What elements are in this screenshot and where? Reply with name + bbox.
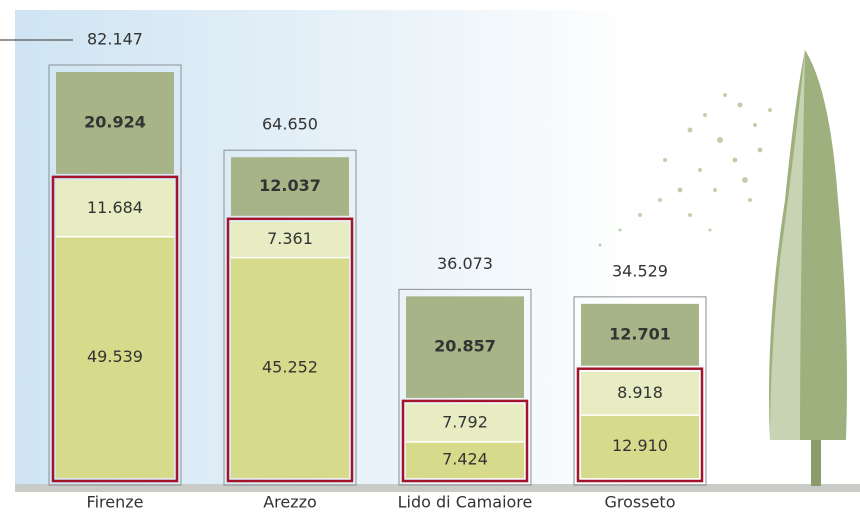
value-label: 11.684 [87,198,143,217]
value-label: 8.918 [617,383,663,402]
value-label: 49.539 [87,347,143,366]
total-label: 34.529 [612,261,668,280]
x-tick-label: Firenze [87,493,144,512]
chart: 49.539 11.684 20.924 82.147 Firenze 45.252 7.3… [0,0,860,512]
x-tick-label: Arezzo [263,493,317,512]
value-label: 7.792 [442,412,488,431]
value-label: 45.252 [262,357,318,376]
total-label: 82.147 [87,30,143,49]
value-label: 20.857 [434,337,496,356]
x-tick-label: Grosseto [605,493,676,512]
value-label: 12.701 [609,324,671,343]
total-label: 64.650 [262,115,318,134]
total-label: 36.073 [437,254,493,273]
value-label: 7.424 [442,449,488,468]
value-label: 20.924 [84,112,146,131]
value-label: 12.910 [612,436,668,455]
value-label: 12.037 [259,176,321,195]
x-tick-label: Lido di Camaiore [398,493,533,512]
value-label: 7.361 [267,229,313,248]
